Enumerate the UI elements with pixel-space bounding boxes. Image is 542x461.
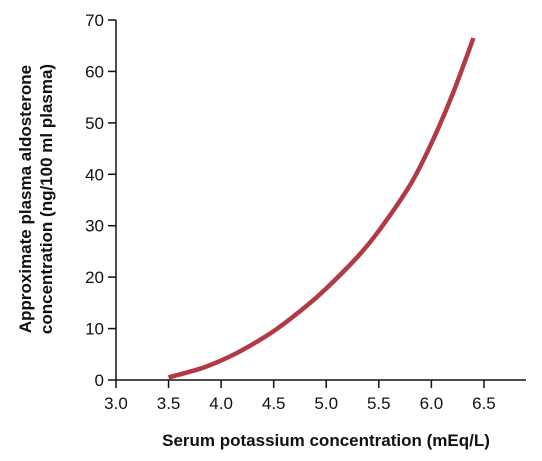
x-axis-title: Serum potassium concentration (mEq/L): [162, 431, 490, 450]
x-tick-label: 3.0: [104, 394, 128, 413]
x-tick-label: 3.5: [157, 394, 181, 413]
aldosterone-curve: [167, 37, 476, 380]
y-tick-label: 20: [85, 268, 104, 287]
x-tick-label: 4.5: [262, 394, 286, 413]
axes: [115, 20, 526, 381]
series: [167, 37, 476, 380]
ticks: 0 10 20 30 40 50 60 70 3.0 3.5 4.0 4.5 5.0 5.5 6.0 6.5: [85, 11, 496, 413]
y-tick-label: 50: [85, 114, 104, 133]
y-tick-label: 0: [95, 371, 104, 390]
axis-titles: Serum potassium concentration (mEq/L) Ap…: [16, 64, 490, 450]
x-tick-label: 5.0: [314, 394, 338, 413]
x-tick-label: 5.5: [367, 394, 391, 413]
x-tick-label: 4.0: [209, 394, 233, 413]
x-tick-label: 6.5: [472, 394, 496, 413]
y-axis-title-line-1: Approximate plasma aldosterone: [16, 65, 35, 333]
y-tick-label: 60: [85, 62, 104, 81]
y-tick-label: 10: [85, 320, 104, 339]
y-tick-label: 40: [85, 165, 104, 184]
y-tick-label: 30: [85, 217, 104, 236]
x-tick-label: 6.0: [420, 394, 444, 413]
y-tick-label: 70: [85, 11, 104, 30]
y-axis-title-line-2: concentration (ng/100 ml plasma): [37, 64, 56, 334]
